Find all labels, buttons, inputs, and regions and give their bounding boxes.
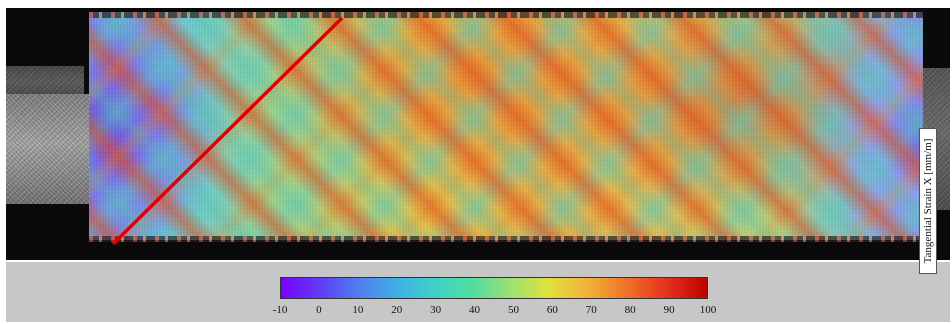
colorbar-tick-label: 90 [663, 304, 675, 316]
strain-field-overlay [89, 12, 923, 240]
colorbar-tick-label: -10 [272, 304, 288, 316]
colorbar-tick-label: 50 [507, 304, 519, 316]
colorbar [280, 277, 708, 299]
colorbar-tick-label: 80 [624, 304, 636, 316]
specimen-top-edge [89, 12, 923, 18]
colorbar-tick-label: 100 [699, 304, 717, 316]
left-grip [6, 94, 98, 204]
colorbar-tick-label: 30 [430, 304, 442, 316]
colorbar-tick-label: 60 [546, 304, 558, 316]
colorbar-tick-label: 20 [391, 304, 403, 316]
specimen-bottom-edge [89, 236, 923, 242]
colorbar-tick-label: 40 [469, 304, 481, 316]
diagonal-annotation-line [111, 16, 344, 246]
colorbar-label: Tangential Strain X [mm/m] [922, 138, 934, 264]
colorbar-tick-label: 10 [352, 304, 364, 316]
colorbar-tick-label: 0 [316, 304, 322, 316]
colorbar-tick-label: 70 [585, 304, 597, 316]
colorbar-label-box: Tangential Strain X [mm/m] [919, 128, 937, 274]
